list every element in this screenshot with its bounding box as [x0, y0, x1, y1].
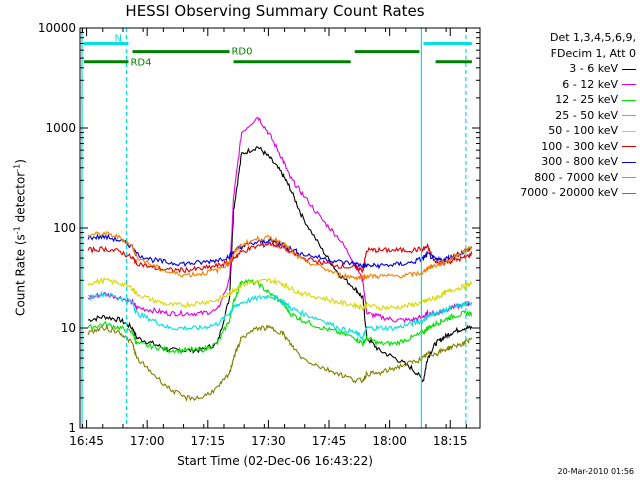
legend-label-7: 800 - 7000 keV: [534, 170, 618, 184]
legend-label-3: 25 - 50 keV: [555, 108, 618, 122]
series-line-3-6-keV: [87, 146, 473, 383]
y-label-sup-2: -1: [12, 163, 22, 172]
y-label-prefix: Count Rate (s: [13, 234, 28, 316]
render-timestamp: 20-Mar-2010 01:56: [557, 467, 635, 476]
legend-swatch-8: [622, 192, 636, 194]
legend-entry-6: 300 - 800 keV: [520, 154, 636, 170]
legend-swatch-1: [622, 84, 636, 85]
legend-swatch-0: [622, 68, 636, 70]
legend-swatch-5: [622, 146, 636, 147]
legend-entries: 3 - 6 keV 6 - 12 keV 12 - 25 keV 25 - 50 ke…: [520, 61, 636, 201]
x-tick-label-5: 18:00: [372, 434, 407, 448]
x-tick-label-0: 16:45: [69, 434, 104, 448]
x-tick-label-1: 17:00: [130, 434, 165, 448]
y-tick-label-4: 10000: [38, 21, 76, 35]
series-line-6-12-keV: [87, 116, 473, 324]
x-tick-label-3: 17:30: [251, 434, 286, 448]
legend-label-0: 3 - 6 keV: [569, 62, 618, 75]
legend-swatch-2: [622, 99, 636, 101]
legend-entry-3: 25 - 50 keV: [520, 108, 636, 124]
legend-entry-0: 3 - 6 keV: [520, 61, 636, 77]
x-tick-label-6: 18:15: [433, 434, 468, 448]
legend-swatch-7: [622, 177, 636, 178]
series-line-100-300-keV: [87, 240, 473, 274]
legend-entry-4: 50 - 100 keV: [520, 123, 636, 139]
legend-label-5: 100 - 300 keV: [541, 139, 618, 153]
x-tick-label-4: 17:45: [312, 434, 347, 448]
legend-entry-2: 12 - 25 keV: [520, 92, 636, 108]
y-tick-label-0: 1: [68, 421, 76, 435]
legend-entry-8: 7000 - 20000 keV: [520, 185, 636, 201]
x-axis-label: Start Time (02-Dec-06 16:43:22): [177, 454, 373, 468]
legend-swatch-4: [622, 130, 636, 132]
legend-title-line-2: FDecim 1, Att 0: [550, 46, 636, 60]
legend-label-1: 6 - 12 keV: [562, 77, 618, 91]
legend-label-8: 7000 - 20000 keV: [520, 186, 618, 199]
x-tick-label-2: 17:15: [191, 434, 226, 448]
y-label-sup-1: -1: [12, 226, 22, 235]
y-label-mid: detector: [13, 171, 28, 227]
legend-label-2: 12 - 25 keV: [555, 93, 618, 106]
series-line-12-25-keV: [87, 278, 473, 355]
series-line-300-800-keV: [87, 233, 473, 270]
y-axis-label: Count Rate (s-1 detector-1): [13, 158, 28, 318]
flag-label-N: N: [114, 33, 121, 44]
series-line-800-7000-keV: [87, 230, 473, 283]
series-line-50-100-keV: [87, 277, 472, 312]
y-label-suffix: ): [13, 159, 28, 164]
y-tick-label-1: 10: [61, 321, 76, 335]
legend-entry-7: 800 - 7000 keV: [520, 170, 636, 186]
y-tick-label-3: 1000: [45, 121, 76, 135]
series-line-7000-20000-keV: [87, 323, 473, 402]
legend-title-line-1: Det 1,3,4,5,6,9,: [549, 31, 636, 44]
flag-label-RD4: RD4: [130, 58, 151, 69]
y-tick-label-2: 100: [53, 221, 76, 235]
legend-swatch-3: [622, 115, 636, 116]
legend-swatch-6: [622, 161, 636, 163]
legend-entry-1: 6 - 12 keV: [520, 77, 636, 93]
series-line-25-50-keV: [87, 290, 473, 342]
chart-title: HESSI Observing Summary Count Rates: [125, 2, 425, 20]
legend-label-4: 50 - 100 keV: [548, 124, 618, 137]
legend: Det 1,3,4,5,6,9, FDecim 1, Att 0 3 - 6 k…: [520, 30, 636, 201]
flag-label-RD0: RD0: [231, 47, 252, 58]
legend-entry-5: 100 - 300 keV: [520, 139, 636, 155]
plot-frame: [79, 27, 481, 429]
legend-label-6: 300 - 800 keV: [541, 155, 618, 168]
